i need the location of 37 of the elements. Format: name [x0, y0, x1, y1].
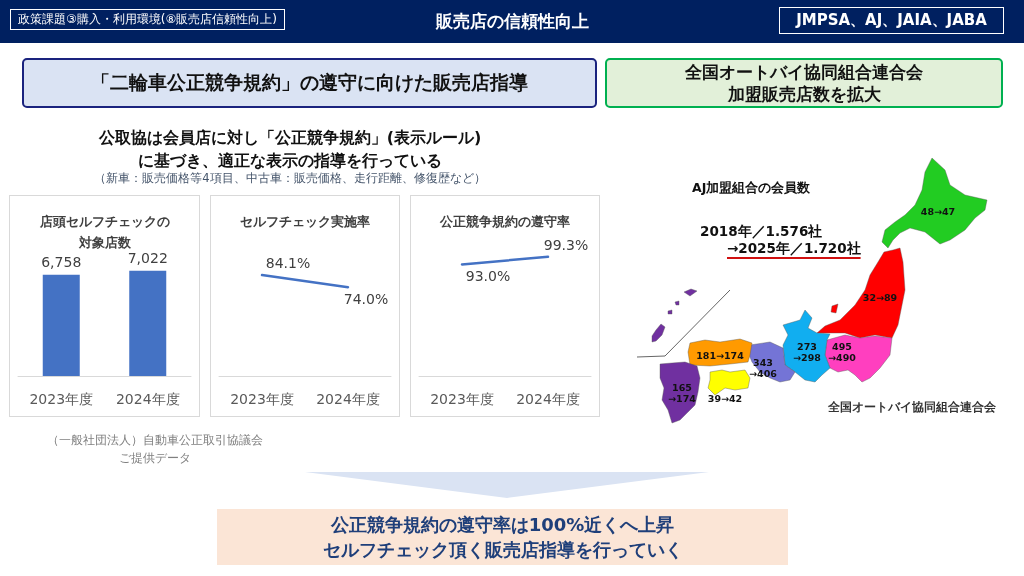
text: JMPSA、AJ、JAIA、JABA — [779, 7, 1004, 34]
text: 公正競争規約の遵守率は100%近くへ上昇 — [329, 512, 676, 537]
text: →2025年／1.720社 — [727, 240, 861, 258]
chart-title: 店頭セルフチェックの対象店数 — [38, 214, 170, 250]
text: 全国オートバイ協同組合連合会加盟販売店数を拡大 — [684, 61, 924, 105]
x-tick-label: 2024年度 — [516, 391, 580, 407]
text: 273 →298 — [793, 341, 821, 363]
text: セルフチェック頂く販売店指導を行っていく — [321, 537, 684, 562]
chart-title: セルフチェック実施率 — [240, 214, 370, 229]
x-tick-label: 2024年度 — [115, 391, 180, 407]
x-tick-label: 2023年度 — [430, 391, 494, 407]
text: （新車：販売価格等4項目、中古車：販売価格、走行距離、修復歴など） — [93, 170, 487, 186]
data-label: 93.0% — [465, 268, 511, 285]
text: 公取協は会員店に対し「公正競争規約」(表示ルール) に基づき、適正な表示の指導を行っている — [97, 127, 483, 172]
text: 「二輪車公正競争規約」の遵守に向けた販売店指導 — [22, 58, 597, 108]
x-tick-label: 2023年度 — [29, 391, 94, 407]
text: 2018年／1.576社 — [700, 223, 823, 241]
data-label: 6,758 — [41, 253, 82, 270]
data-label: 74.0% — [343, 291, 389, 308]
text: 48→47 — [920, 205, 956, 217]
text: AJ加盟組合の会員数 — [692, 180, 811, 197]
x-tick-label: 2023年度 — [230, 391, 294, 407]
data-label: 99.3% — [543, 236, 589, 253]
x-tick-label: 2024年度 — [316, 391, 380, 407]
data-label: 84.1% — [265, 255, 311, 272]
text: 495 →490 — [828, 341, 856, 363]
text: 39→42 — [707, 392, 743, 404]
data-label: 7,022 — [127, 249, 168, 266]
text: 政策課題③購入・利用環境(⑧販売店信頼性向上) — [10, 9, 285, 30]
text: 販売店の信頼性向上 — [434, 9, 590, 33]
chart-title: 公正競争規約の遵守率 — [439, 214, 570, 229]
text: 165 →174 — [668, 382, 696, 404]
text: 32→89 — [862, 291, 898, 303]
text: 343 →406 — [749, 357, 777, 379]
text: （一般社団法人）自動車公正取引協議会ご提供データ — [46, 432, 264, 467]
text: 181→174 — [696, 349, 744, 361]
text: 全国オートバイ協同組合連合会 — [828, 400, 996, 415]
